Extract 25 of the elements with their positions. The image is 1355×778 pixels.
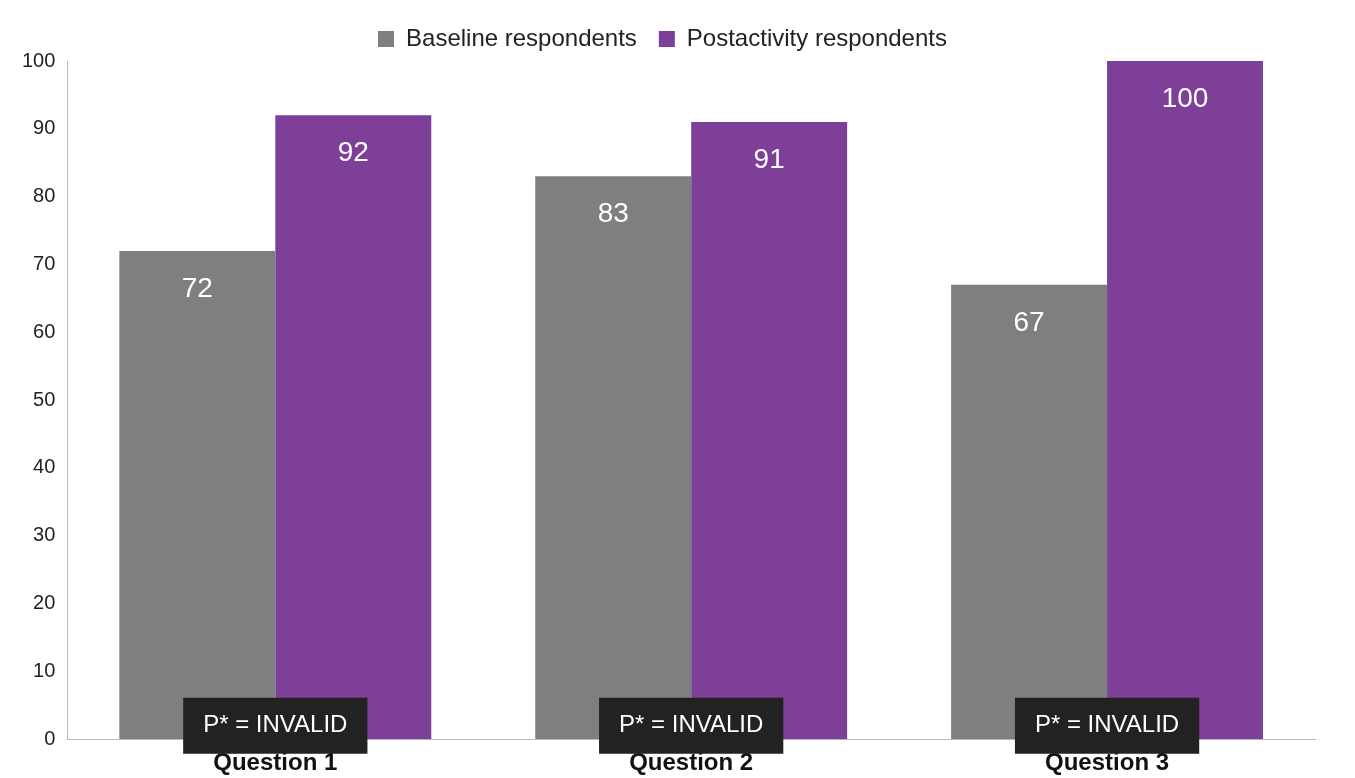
- y-tick-label: 20: [33, 591, 56, 614]
- data-label: 92: [337, 135, 369, 167]
- data-label: 91: [753, 142, 785, 174]
- y-tick-label: 30: [33, 523, 56, 546]
- y-tick-label: 70: [33, 251, 56, 274]
- annotation: P* = INVALID: [203, 710, 348, 738]
- y-tick-label: 80: [33, 184, 56, 207]
- y-tick-label: 0: [44, 726, 56, 749]
- y-tick-label: 100: [21, 48, 56, 71]
- data-label: 83: [597, 197, 629, 229]
- y-tick-label: 40: [33, 455, 56, 478]
- data-label: 100: [1161, 81, 1209, 113]
- annotation: P* = INVALID: [1034, 710, 1180, 738]
- annotation: P* = INVALID: [619, 710, 764, 738]
- data-label: 67: [1013, 305, 1045, 337]
- y-tick-label: 10: [33, 658, 56, 681]
- y-tick-label: 60: [33, 319, 56, 342]
- y-tick-label: 50: [33, 387, 56, 410]
- y-tick-label: 90: [33, 116, 56, 139]
- data-label: 72: [181, 271, 213, 303]
- legend-label: Baseline respondents: [406, 23, 637, 51]
- x-tick-label: Question 2: [629, 748, 754, 776]
- legend-label: Postactivity respondents: [686, 23, 947, 51]
- x-tick-label: Question 3: [1045, 748, 1170, 776]
- x-tick-label: Question 1: [213, 748, 338, 776]
